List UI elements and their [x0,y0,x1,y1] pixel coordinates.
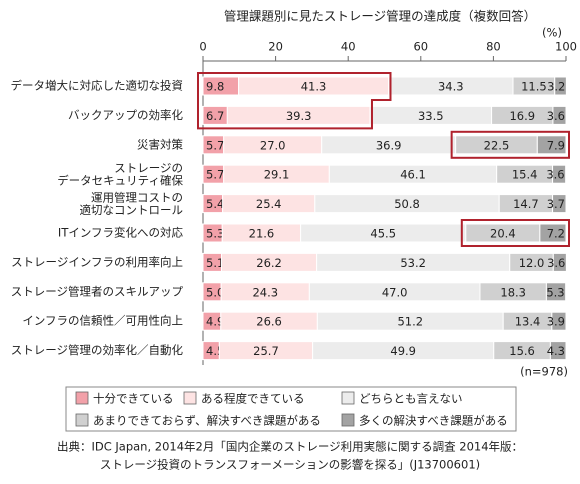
bar-segment [539,223,567,243]
legend-box [65,386,517,432]
value-label: 34.3 [438,80,464,94]
bar-segment [551,311,567,331]
legend-label: どちらとも言えない [359,392,463,406]
category-label: ストレージのデータセキュリティ確保 [57,160,183,187]
source-line: 出典：IDC Japan, 2014年2月「国内企業のストレージ利用実態に関する… [57,440,523,454]
highlight-box [450,130,571,159]
value-label: 13.4 [515,315,541,329]
category-label: ストレージインフラの利用率向上 [11,255,183,269]
highlight-box [460,219,571,247]
value-label: 7.9 [547,138,565,152]
value-label: 51.2 [397,315,423,329]
value-label: 6.7 [206,109,224,123]
x-tick-label: 0 [199,40,206,54]
value-label: 18.3 [500,285,526,299]
x-tick-label: 20 [268,40,283,54]
sample-note: (n=978) [520,365,568,379]
value-label: 3.9 [547,315,565,329]
value-label: 4.3 [547,344,565,358]
legend-swatch [75,391,89,405]
bar-segment [554,76,567,96]
value-label: 5.7 [206,168,224,182]
value-label: 39.3 [286,109,312,123]
value-label: 3.6 [546,168,564,182]
x-tick-label: 40 [341,40,356,54]
value-label: 3.6 [547,109,565,123]
category-label: 運用管理コストの適切なコントロール [80,190,184,217]
value-label: 46.1 [400,168,426,182]
value-label: 26.2 [256,256,282,270]
value-label: 27.0 [260,138,286,152]
legend-swatch [183,391,197,405]
value-label: 29.1 [264,168,290,182]
category-label: データ増大に対応した適切な投資 [11,79,184,93]
value-label: 5.3 [206,227,224,241]
legend-label: ある程度できている [201,392,305,406]
category-label: 災害対策 [137,137,183,151]
value-label: 21.6 [249,227,275,241]
legend-swatch [341,413,355,427]
category-label: ストレージ管理の効率化／自動化 [11,343,184,357]
value-label: 25.4 [256,197,282,211]
value-label: 20.4 [490,227,516,241]
value-label: 53.2 [400,256,426,270]
legend-label: 十分できている [93,392,174,406]
value-label: 45.5 [370,227,396,241]
chart-title: 管理課題別に見たストレージ管理の達成度（複数回答） [224,9,536,24]
value-label: 50.8 [394,197,420,211]
unit-label: (%) [542,26,562,40]
value-label: 5.3 [546,285,564,299]
value-label: 14.7 [513,197,539,211]
legend-label: あまりできておらず、解決すべき課題がある [93,414,321,428]
value-label: 9.8 [206,80,224,94]
value-label: 25.7 [253,344,279,358]
value-label: 11.5 [521,80,547,94]
legend-label: 多くの解決すべき課題がある [359,414,508,428]
value-label: 47.0 [382,285,408,299]
value-label: 5.7 [206,138,224,152]
x-tick-label: 80 [486,40,501,54]
category-label: ストレージ管理者のスキルアップ [11,284,184,298]
value-label: 3.7 [547,197,565,211]
value-label: 7.2 [547,227,565,241]
category-label: インフラの信頼性／可用性向上 [22,314,183,328]
value-label: 5.0 [206,285,224,299]
source-line: ストレージ投資のトランスフォーメーションの影響を探る」(J13700601) [100,458,480,472]
value-label: 5.4 [206,197,224,211]
bar-segment [552,252,567,272]
bar-segment [536,135,567,155]
value-label: 33.5 [418,109,444,123]
bar-segment [552,164,567,184]
value-label: 22.5 [484,138,510,152]
bar-segment [552,105,567,125]
x-tick-label: 60 [413,40,428,54]
legend-swatch [341,391,355,405]
value-label: 3.6 [547,256,565,270]
value-label: 41.3 [301,80,327,94]
value-label: 12.0 [519,256,545,270]
value-label: 16.9 [509,109,535,123]
bar-segment [545,282,567,302]
bar-segment [552,194,567,214]
value-label: 15.6 [509,344,535,358]
legend-swatch [75,413,89,427]
bar-segment [549,341,567,361]
value-label: 4.9 [206,315,224,329]
value-label: 49.9 [390,344,416,358]
highlight-box [197,72,392,130]
category-label: バックアップの効率化 [68,108,183,122]
value-label: 15.4 [512,168,538,182]
x-tick-label: 100 [555,40,577,54]
value-label: 24.3 [252,285,278,299]
category-label: ITインフラ変化への対応 [58,226,184,240]
value-label: 3.2 [547,80,565,94]
value-label: 5.1 [206,256,224,270]
value-label: 36.9 [376,138,402,152]
value-label: 26.6 [256,315,282,329]
